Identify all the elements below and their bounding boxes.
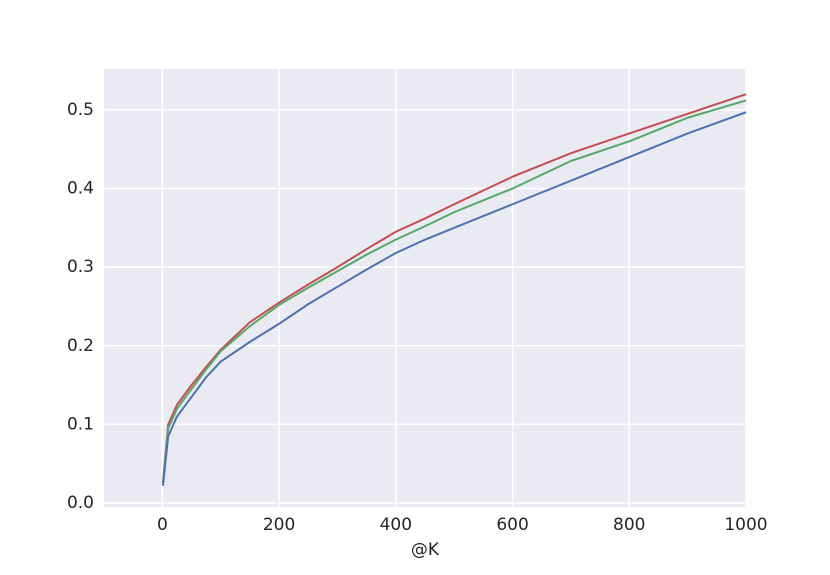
x-tick-label: 800 xyxy=(613,515,645,535)
y-tick-label: 0.0 xyxy=(67,493,94,513)
line xyxy=(161,93,747,484)
y-tick-label: 0.3 xyxy=(67,257,94,277)
line xyxy=(161,111,747,486)
y-tick-label: 0.5 xyxy=(67,100,94,120)
y-tick-label: 0.4 xyxy=(67,179,94,199)
line xyxy=(161,99,747,484)
x-axis-label: @K xyxy=(411,540,440,560)
x-tick-label: 0 xyxy=(157,515,168,535)
y-tick-label: 0.1 xyxy=(67,414,94,434)
y-tick-label: 0.2 xyxy=(67,336,94,356)
x-tick-label: 1000 xyxy=(724,515,767,535)
x-tick-label: 200 xyxy=(263,515,295,535)
x-tick-label: 600 xyxy=(496,515,528,535)
plot-background xyxy=(104,69,746,507)
x-tick-label: 400 xyxy=(380,515,412,535)
